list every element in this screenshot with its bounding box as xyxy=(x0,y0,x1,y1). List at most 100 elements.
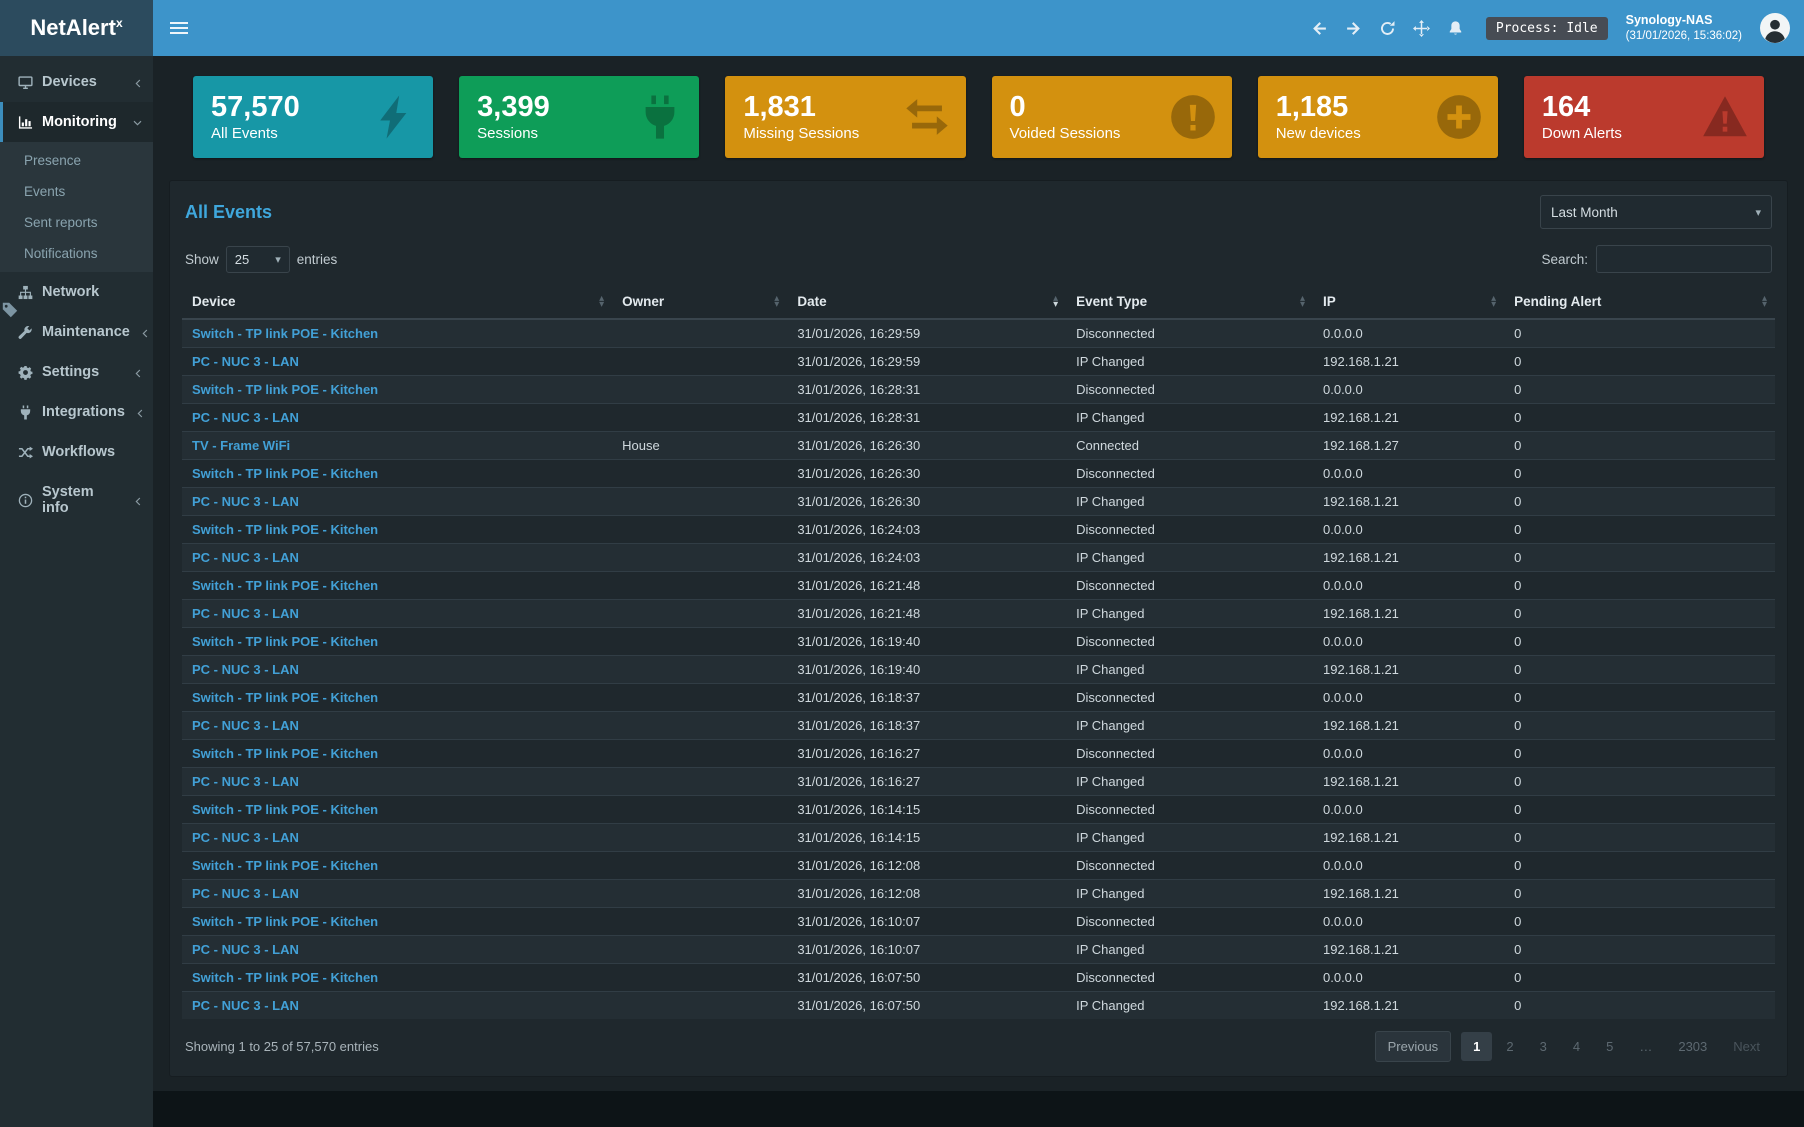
page-button-3[interactable]: 3 xyxy=(1539,1039,1547,1054)
cell-device: Switch - TP link POE - Kitchen xyxy=(182,907,613,936)
nav-fullscreen-button[interactable] xyxy=(1412,19,1430,37)
device-link[interactable]: Switch - TP link POE - Kitchen xyxy=(192,326,379,341)
device-link[interactable]: Switch - TP link POE - Kitchen xyxy=(192,690,379,705)
column-header-device[interactable]: Device ▴ ▾ xyxy=(182,285,613,320)
device-link[interactable]: PC - NUC 3 - LAN xyxy=(192,998,299,1013)
cell-event-type: IP Changed xyxy=(1066,403,1313,432)
search-input[interactable] xyxy=(1596,245,1772,273)
host-name: Synology-NAS xyxy=(1625,13,1713,28)
cell-event-type: IP Changed xyxy=(1066,347,1313,376)
cell-date: 31/01/2026, 16:14:15 xyxy=(787,795,1067,824)
user-avatar[interactable] xyxy=(1760,13,1790,43)
cell-event-type: IP Changed xyxy=(1066,543,1313,572)
device-link[interactable]: Switch - TP link POE - Kitchen xyxy=(192,466,379,481)
nav-back-button[interactable] xyxy=(1311,20,1328,37)
device-link[interactable]: Switch - TP link POE - Kitchen xyxy=(192,382,379,397)
sidebar-item-system-info[interactable]: System info xyxy=(0,472,153,528)
device-link[interactable]: PC - NUC 3 - LAN xyxy=(192,494,299,509)
page-button-4[interactable]: 4 xyxy=(1572,1039,1581,1054)
sidebar-subitem-sent-reports[interactable]: Sent reports xyxy=(24,215,98,230)
table-row: PC - NUC 3 - LAN 31/01/2026, 16:19:40 IP C… xyxy=(182,655,1775,684)
gears-icon xyxy=(18,365,33,380)
page-button-5[interactable]: 5 xyxy=(1606,1039,1614,1054)
device-link[interactable]: PC - NUC 3 - LAN xyxy=(192,774,299,789)
column-label: Owner xyxy=(622,294,665,309)
page-button-2[interactable]: 2 xyxy=(1506,1039,1514,1054)
table-row: Switch - TP link POE - Kitchen 31/01/2026… xyxy=(182,515,1775,544)
sort-icon: ▴ ▾ xyxy=(774,292,780,310)
device-link[interactable]: PC - NUC 3 - LAN xyxy=(192,942,299,957)
stat-card-missing-sessions[interactable]: 1,831 Missing Sessions xyxy=(725,76,966,158)
sidebar-toggle-button[interactable] xyxy=(153,0,205,56)
cell-device: Switch - TP link POE - Kitchen xyxy=(182,795,613,824)
back-arrow-icon xyxy=(1311,20,1328,37)
prev-button[interactable]: Previous xyxy=(1374,1031,1452,1062)
sidebar-item-integrations[interactable]: Integrations xyxy=(0,392,153,432)
page-button-2303[interactable]: 2303 xyxy=(1678,1039,1708,1054)
device-link[interactable]: Switch - TP link POE - Kitchen xyxy=(192,970,379,985)
column-label: Date xyxy=(797,294,827,309)
device-link[interactable]: PC - NUC 3 - LAN xyxy=(192,410,299,425)
device-link[interactable]: Switch - TP link POE - Kitchen xyxy=(192,858,379,873)
events-table: Device ▴ ▾ Owner ▴ ▾ Date ▴ ▾ Event Type ▴ ▾ IP ▴ ▾ Pen… xyxy=(182,285,1775,1019)
column-header-event-type[interactable]: Event Type ▴ ▾ xyxy=(1066,285,1313,320)
column-header-ip[interactable]: IP ▴ ▾ xyxy=(1313,285,1505,320)
period-select[interactable]: Last Month ▾ xyxy=(1540,195,1772,229)
cell-ip: 192.168.1.21 xyxy=(1313,767,1505,796)
column-header-owner[interactable]: Owner ▴ ▾ xyxy=(612,285,788,320)
sidebar-subitem-notifications[interactable]: Notifications xyxy=(24,246,98,261)
cell-event-type: Disconnected xyxy=(1066,739,1313,768)
sidebar-subitem-presence[interactable]: Presence xyxy=(24,153,82,168)
process-status-badge: Process: Idle xyxy=(1485,16,1608,40)
column-header-pending-alert[interactable]: Pending Alert ▴ ▾ xyxy=(1504,285,1775,320)
nav-forward-button[interactable] xyxy=(1345,20,1362,37)
stat-card-all-events[interactable]: 57,570 All Events xyxy=(193,76,434,158)
device-link[interactable]: Switch - TP link POE - Kitchen xyxy=(192,914,379,929)
stat-value: 3,399 xyxy=(477,91,550,124)
sidebar-item-monitoring[interactable]: Monitoring xyxy=(0,102,153,142)
device-link[interactable]: Switch - TP link POE - Kitchen xyxy=(192,634,379,649)
column-label: IP xyxy=(1323,294,1336,309)
stat-card-new-devices[interactable]: 1,185 New devices xyxy=(1257,76,1498,158)
table-row: PC - NUC 3 - LAN 31/01/2026, 16:12:08 IP C… xyxy=(182,879,1775,908)
device-link[interactable]: Switch - TP link POE - Kitchen xyxy=(192,522,379,537)
host-timestamp: (31/01/2026, 15:36:02) xyxy=(1625,29,1742,42)
device-link[interactable]: TV - Frame WiFi xyxy=(192,438,291,453)
column-header-date[interactable]: Date ▴ ▾ xyxy=(787,285,1067,320)
cell-ip: 192.168.1.21 xyxy=(1313,347,1505,376)
cell-device: Switch - TP link POE - Kitchen xyxy=(182,683,613,712)
sidebar-item-workflows[interactable]: Workflows xyxy=(0,432,153,472)
device-link[interactable]: Switch - TP link POE - Kitchen xyxy=(192,746,379,761)
cell-ip: 0.0.0.0 xyxy=(1313,627,1505,656)
sidebar-item-network[interactable]: Network xyxy=(0,272,153,312)
device-link[interactable]: PC - NUC 3 - LAN xyxy=(192,550,299,565)
stat-card-down-alerts[interactable]: 164 Down Alerts xyxy=(1523,76,1765,158)
stat-card-voided-sessions[interactable]: 0 Voided Sessions xyxy=(991,76,1232,158)
table-row: PC - NUC 3 - LAN 31/01/2026, 16:28:31 IP C… xyxy=(182,403,1775,432)
device-link[interactable]: PC - NUC 3 - LAN xyxy=(192,606,299,621)
sidebar-item-maintenance[interactable]: Maintenance xyxy=(0,312,153,352)
app-logo[interactable]: NetAlertx xyxy=(0,0,153,56)
tag-icon[interactable] xyxy=(2,302,18,318)
device-link[interactable]: PC - NUC 3 - LAN xyxy=(192,354,299,369)
device-link[interactable]: Switch - TP link POE - Kitchen xyxy=(192,802,379,817)
device-link[interactable]: Switch - TP link POE - Kitchen xyxy=(192,578,379,593)
sidebar-item-label: Maintenance xyxy=(42,324,130,340)
nav-notifications-button[interactable] xyxy=(1447,20,1464,37)
sidebar-item-devices[interactable]: Devices xyxy=(0,62,153,102)
page-button-1[interactable]: 1 xyxy=(1461,1032,1493,1061)
device-link[interactable]: PC - NUC 3 - LAN xyxy=(192,662,299,677)
page-length-select[interactable]: 25 ▾ xyxy=(225,245,290,273)
device-link[interactable]: PC - NUC 3 - LAN xyxy=(192,886,299,901)
stat-card-sessions[interactable]: 3,399 Sessions xyxy=(459,76,700,158)
sidebar-subitem-events[interactable]: Events xyxy=(24,184,66,199)
sidebar-item-settings[interactable]: Settings xyxy=(0,352,153,392)
nav-refresh-button[interactable] xyxy=(1379,20,1396,37)
cell-owner xyxy=(612,459,788,488)
cell-pending-alert: 0 xyxy=(1504,823,1775,852)
device-link[interactable]: PC - NUC 3 - LAN xyxy=(192,830,299,845)
next-button[interactable]: Next xyxy=(1733,1039,1760,1054)
cell-owner xyxy=(612,767,788,796)
device-link[interactable]: PC - NUC 3 - LAN xyxy=(192,718,299,733)
